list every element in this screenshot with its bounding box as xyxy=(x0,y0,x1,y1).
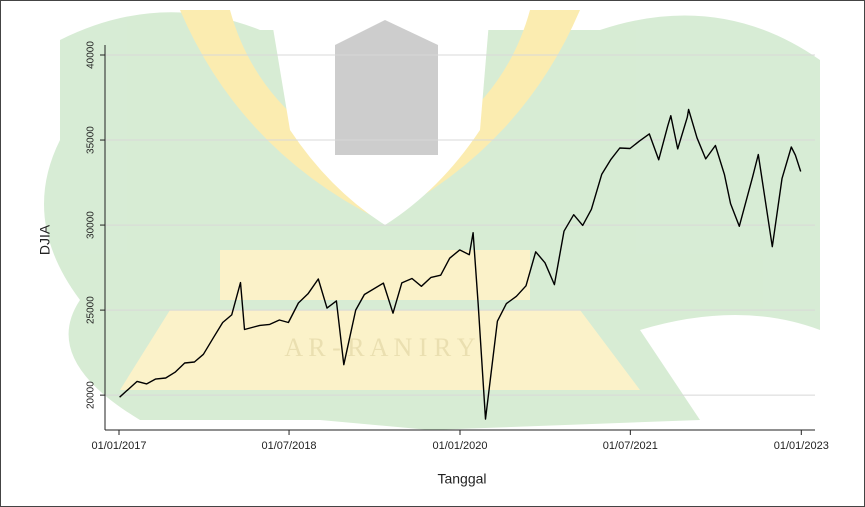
x-axis-title: Tanggal xyxy=(437,471,486,487)
y-tick-label: 30000 xyxy=(86,211,97,239)
x-tick-label: 01/01/2023 xyxy=(774,440,829,452)
y-tick-label: 25000 xyxy=(86,296,97,324)
y-tick-label: 35000 xyxy=(86,126,97,154)
watermark-shape xyxy=(335,20,438,155)
x-tick-label: 01/07/2021 xyxy=(603,440,658,452)
x-tick-label: 01/01/2017 xyxy=(91,440,146,452)
watermark-text: A R - R A N I R Y xyxy=(284,333,475,362)
y-tick-label: 20000 xyxy=(86,381,97,409)
y-axis-title: DJIA xyxy=(37,224,53,255)
x-tick-label: 01/07/2018 xyxy=(262,440,317,452)
watermark-logo: A R - R A N I R Y xyxy=(44,10,820,430)
x-tick-label: 01/01/2020 xyxy=(432,440,487,452)
watermark-shape xyxy=(120,310,640,390)
watermark-shape xyxy=(220,250,530,300)
y-tick-label: 40000 xyxy=(86,41,97,69)
data-line xyxy=(119,108,802,420)
